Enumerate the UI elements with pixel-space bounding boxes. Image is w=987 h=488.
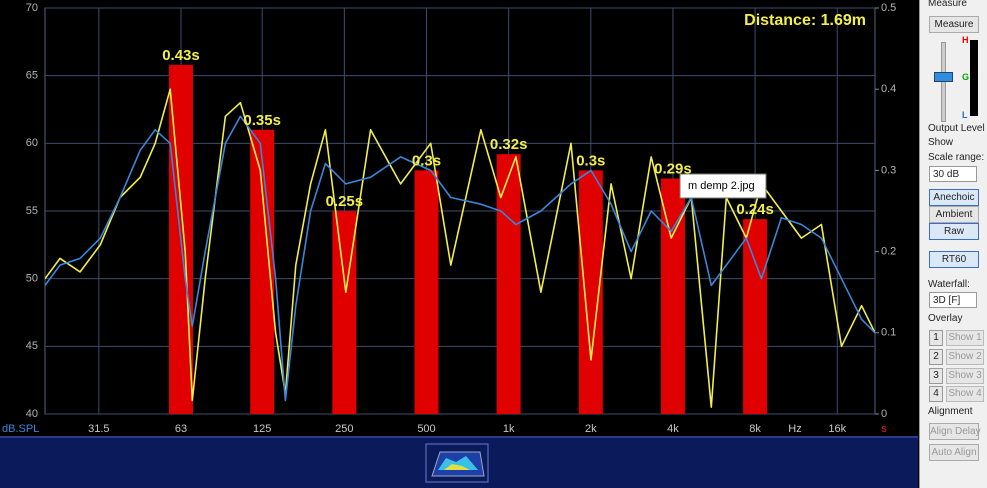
- y-tick-label: 65: [26, 70, 38, 82]
- output-level-label: Output Level: [928, 123, 985, 134]
- y-tick-label: 70: [26, 2, 38, 14]
- rt60-button[interactable]: RT60: [929, 251, 979, 268]
- value-label: 0.3s: [576, 152, 605, 169]
- value-label: 0.3s: [412, 152, 441, 169]
- side-panel: Measure Measure H G L Output Level Show …: [919, 0, 987, 488]
- distance-annotation: Distance: 1.69m: [744, 12, 866, 29]
- y2-tick-label: 0.2: [881, 246, 896, 258]
- x-tick-label: 63: [175, 423, 187, 435]
- value-label: 0.32s: [490, 136, 528, 153]
- response-line: [45, 88, 875, 408]
- overlay-number[interactable]: 2: [929, 349, 943, 365]
- y-axis-label: dB.SPL: [2, 423, 39, 435]
- raw-button[interactable]: Raw: [929, 223, 979, 240]
- x-tick-label: 16k: [828, 423, 846, 435]
- level-meter: [970, 40, 978, 116]
- y-tick-label: 50: [26, 273, 38, 285]
- value-label: 0.35s: [243, 112, 281, 129]
- y2-tick-label: 0: [881, 408, 887, 420]
- anechoic-button[interactable]: Anechoic: [929, 189, 979, 206]
- overlay-button[interactable]: Show 3: [946, 368, 984, 384]
- chart: Distance: 1.69m dB.SPL Hz s 40 45 50 55 60 65…: [0, 2, 918, 488]
- y-tick-label: 60: [26, 137, 38, 149]
- value-label: 0.43s: [162, 47, 200, 64]
- x-tick-label: 31.5: [88, 423, 109, 435]
- y-tick-label: 55: [26, 205, 38, 217]
- strip-edge: [0, 436, 918, 438]
- meter-label: L: [962, 110, 968, 120]
- value-label: 0.29s: [654, 160, 692, 177]
- y2-tick-label: 0.4: [881, 83, 896, 95]
- value-label: 0.24s: [736, 201, 774, 218]
- overlay-button[interactable]: Show 4: [946, 386, 984, 402]
- overlay-number[interactable]: 3: [929, 368, 943, 384]
- scale-range-select[interactable]: 30 dB: [929, 166, 977, 182]
- response-line: [45, 115, 875, 402]
- rt60-bar: [743, 219, 768, 414]
- overlay-button[interactable]: Show 1: [946, 330, 984, 346]
- y-tick-label: 40: [26, 408, 38, 420]
- group-label: Show: [928, 137, 954, 148]
- y-tick-label: 45: [26, 340, 38, 352]
- group-label: Alignment: [928, 406, 973, 417]
- x-tick-label: 125: [253, 423, 271, 435]
- x-tick-label: 8k: [749, 423, 761, 435]
- rt60-bar: [414, 170, 439, 414]
- overlay-button[interactable]: Show 2: [946, 349, 984, 365]
- overlay-number[interactable]: 1: [929, 330, 943, 346]
- slider-track: [941, 42, 946, 122]
- waterfall-select[interactable]: 3D [F]: [929, 292, 977, 308]
- x-tick-label: 500: [417, 423, 435, 435]
- tooltip-text: m demp 2.jpg: [688, 180, 755, 192]
- scale-range-label: Scale range:: [928, 152, 985, 163]
- meter-label: G: [962, 72, 970, 82]
- y2-tick-label: 0.3: [881, 164, 896, 176]
- x-tick-label: 4k: [667, 423, 679, 435]
- ambient-button[interactable]: Ambient: [929, 206, 979, 223]
- slider-thumb[interactable]: [934, 72, 953, 82]
- tooltip: m demp 2.jpg: [679, 173, 767, 199]
- group-label: Overlay: [928, 313, 963, 324]
- align-delay-button[interactable]: Align Delay: [929, 423, 981, 440]
- value-label: 0.25s: [326, 193, 364, 210]
- y2-tick-label: 0.1: [881, 327, 896, 339]
- y2-axis-label: s: [881, 423, 887, 435]
- waterfall-label: Waterfall:: [928, 279, 970, 290]
- measure-button[interactable]: Measure: [929, 16, 979, 33]
- x-tick-label: 2k: [585, 423, 597, 435]
- waterfall-thumbnail: [425, 443, 489, 483]
- meter-label: H: [962, 35, 969, 45]
- group-label: Measure: [928, 0, 967, 9]
- x-unit-label: Hz: [788, 423, 801, 435]
- x-tick-label: 250: [335, 423, 353, 435]
- overlay-number[interactable]: 4: [929, 386, 943, 402]
- x-tick-label: 1k: [503, 423, 515, 435]
- auto-align-button[interactable]: Auto Align: [929, 444, 979, 461]
- y2-tick-label: 0.5: [881, 2, 896, 14]
